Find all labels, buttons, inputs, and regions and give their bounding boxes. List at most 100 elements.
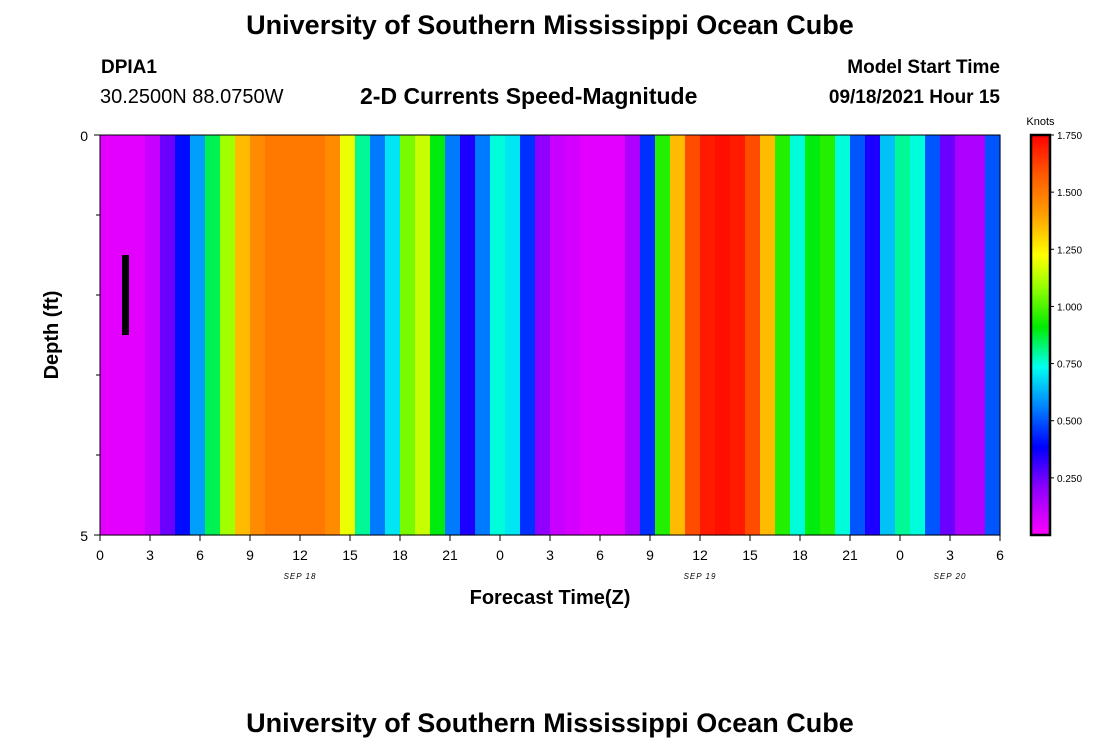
heatmap-cell xyxy=(265,215,281,296)
heatmap-cell xyxy=(190,455,206,536)
heatmap-cell xyxy=(910,455,926,536)
heatmap-cell xyxy=(355,295,371,376)
x-tick-label: 21 xyxy=(442,547,458,563)
x-tick-label: 18 xyxy=(792,547,808,563)
x-tick-label: 0 xyxy=(896,547,904,563)
heatmap-cell xyxy=(565,215,581,296)
heatmap-cell xyxy=(745,135,761,216)
date-label: SEP 19 xyxy=(684,572,717,581)
heatmap-cell xyxy=(865,375,881,456)
heatmap-cell xyxy=(910,215,926,296)
heatmap-cell xyxy=(460,135,476,216)
model-start-label: Model Start Time xyxy=(847,57,1000,78)
heatmap-cell xyxy=(880,215,896,296)
heatmap-cell xyxy=(925,135,941,216)
heatmap-cell xyxy=(895,135,911,216)
heatmap-cell xyxy=(130,215,146,296)
heatmap-cell xyxy=(880,295,896,376)
heatmap-cell xyxy=(880,455,896,536)
x-tick-label: 0 xyxy=(96,547,104,563)
heatmap-cell xyxy=(520,135,536,216)
heatmap-cell xyxy=(325,455,341,536)
heatmap-cell xyxy=(370,295,386,376)
heatmap-cell xyxy=(850,375,866,456)
heatmap-cell xyxy=(670,215,686,296)
heatmap-cell xyxy=(685,135,701,216)
heatmap-cell xyxy=(745,455,761,536)
heatmap-cell xyxy=(610,455,626,536)
heatmap-cell xyxy=(190,215,206,296)
heatmap-cell xyxy=(850,455,866,536)
heatmap-cell xyxy=(325,375,341,456)
heatmap-cell xyxy=(820,455,836,536)
heatmap-cell xyxy=(850,295,866,376)
heatmap-cell xyxy=(685,455,701,536)
heatmap-cell xyxy=(475,295,491,376)
heatmap-cell xyxy=(955,455,971,536)
x-tick-label: 3 xyxy=(946,547,954,563)
heatmap-cell xyxy=(340,375,356,456)
heatmap-cell xyxy=(625,455,641,536)
heatmap-cell xyxy=(475,375,491,456)
heatmap-cell xyxy=(295,375,311,456)
heatmap-cell xyxy=(250,215,266,296)
heatmap-cell xyxy=(895,215,911,296)
heatmap-cell xyxy=(985,455,1001,536)
heatmap-cell xyxy=(880,135,896,216)
colorbar xyxy=(1029,133,1052,537)
heatmap-cell xyxy=(940,455,956,536)
heatmap-cell xyxy=(445,135,461,216)
heatmap-cell xyxy=(910,135,926,216)
x-tick-label: 18 xyxy=(392,547,408,563)
heatmap-cell xyxy=(145,455,161,536)
heatmap-cell xyxy=(265,295,281,376)
heatmap-cell xyxy=(760,455,776,536)
heatmap-cell xyxy=(655,215,671,296)
heatmap-cell xyxy=(505,375,521,456)
heatmap-cell xyxy=(220,455,236,536)
heatmap-cell xyxy=(475,135,491,216)
heatmap-cell xyxy=(715,295,731,376)
heatmap-cell xyxy=(910,295,926,376)
heatmap-cell xyxy=(595,455,611,536)
heatmap-cell xyxy=(835,135,851,216)
heatmap-cell xyxy=(730,135,746,216)
x-tick-label: 9 xyxy=(246,547,254,563)
heatmap-cell xyxy=(310,215,326,296)
heatmap-cell xyxy=(100,135,116,216)
heatmap-cell xyxy=(145,295,161,376)
heatmap-cell xyxy=(550,375,566,456)
chart-subtitle: 2-D Currents Speed-Magnitude xyxy=(360,83,698,109)
heatmap-cell xyxy=(565,375,581,456)
heatmap-cell xyxy=(610,135,626,216)
heatmap-cell xyxy=(175,135,191,216)
heatmap-cell xyxy=(385,455,401,536)
heatmap-cell xyxy=(850,215,866,296)
heatmap-cell xyxy=(595,375,611,456)
heatmap-cell xyxy=(100,455,116,536)
page-title: University of Southern Mississippi Ocean… xyxy=(246,10,854,40)
heatmap-cell xyxy=(970,375,986,456)
x-tick-label: 15 xyxy=(342,547,358,563)
heatmap-cell xyxy=(625,215,641,296)
heatmap-cell xyxy=(880,375,896,456)
heatmap-cell xyxy=(790,295,806,376)
heatmap-cell xyxy=(355,375,371,456)
heatmap-cell xyxy=(790,135,806,216)
heatmap-cell xyxy=(400,135,416,216)
heatmap-cell xyxy=(835,375,851,456)
heatmap-cell xyxy=(745,375,761,456)
heatmap-cell xyxy=(400,455,416,536)
heatmap-cell xyxy=(625,295,641,376)
heatmap-cell xyxy=(835,455,851,536)
heatmap-cell xyxy=(535,135,551,216)
heatmap-cell xyxy=(370,375,386,456)
heatmap-cell xyxy=(610,375,626,456)
heatmap-cell xyxy=(355,135,371,216)
heatmap-cell xyxy=(370,455,386,536)
heatmap-cell xyxy=(520,295,536,376)
heatmap-cell xyxy=(100,375,116,456)
heatmap-cell xyxy=(385,375,401,456)
heatmap-cell xyxy=(895,375,911,456)
heatmap-cell xyxy=(730,295,746,376)
